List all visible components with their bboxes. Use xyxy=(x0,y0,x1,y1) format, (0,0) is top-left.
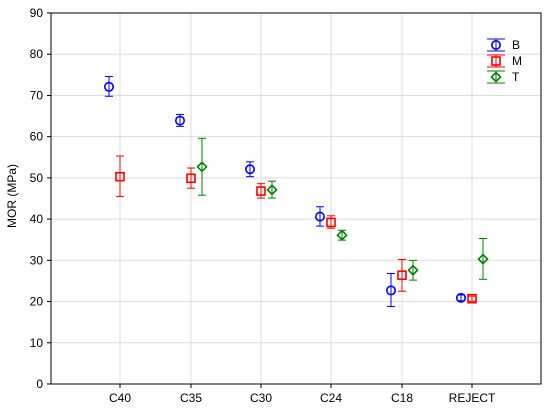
data-point xyxy=(245,161,256,178)
data-point xyxy=(397,259,407,292)
legend-item-T: T xyxy=(487,70,520,84)
marker-circle xyxy=(104,81,115,92)
marker-square xyxy=(256,186,266,196)
legend-marker-diamond xyxy=(490,71,502,83)
x-axis: C40 C35 C30 C24 C18 REJECT xyxy=(109,384,496,405)
data-point xyxy=(326,215,336,229)
gridlines xyxy=(51,12,541,385)
y-tick-label: 80 xyxy=(30,47,44,61)
x-tick-label: C30 xyxy=(250,391,272,405)
legend-marker-square xyxy=(491,56,501,66)
marker-circle xyxy=(385,285,396,296)
legend-label: B xyxy=(512,38,520,52)
legend-item-M: M xyxy=(487,54,522,68)
marker-square xyxy=(186,173,196,184)
legend-label: M xyxy=(512,54,522,68)
data-point xyxy=(314,206,325,227)
data-point xyxy=(455,292,466,303)
marker-diamond xyxy=(407,264,419,276)
series-B xyxy=(104,75,466,308)
y-tick-label: 50 xyxy=(30,171,44,185)
y-tick-label: 40 xyxy=(30,212,44,226)
marker-square xyxy=(115,171,125,182)
marker-square xyxy=(397,270,407,280)
marker-diamond xyxy=(336,229,348,241)
y-axis-title: MOR (MPa) xyxy=(5,164,19,228)
y-tick-label: 70 xyxy=(30,88,44,102)
data-point xyxy=(467,293,477,304)
series-T xyxy=(196,137,489,281)
data-point xyxy=(104,75,115,97)
y-tick-label: 30 xyxy=(30,253,44,267)
y-tick-label: 20 xyxy=(30,295,44,309)
x-tick-label: C18 xyxy=(391,391,413,405)
marker-circle xyxy=(455,292,466,303)
legend-label: T xyxy=(512,70,520,84)
marker-square xyxy=(326,217,336,228)
x-tick-label: C40 xyxy=(109,391,131,405)
data-point xyxy=(175,113,186,127)
series-layer xyxy=(104,75,489,308)
y-tick-label: 0 xyxy=(36,377,43,391)
x-tick-label: C24 xyxy=(320,391,342,405)
marker-diamond xyxy=(266,184,278,196)
y-tick-label: 10 xyxy=(30,336,44,350)
x-tick-label: C35 xyxy=(180,391,202,405)
data-point xyxy=(266,180,278,199)
marker-diamond xyxy=(477,253,489,265)
data-point xyxy=(256,183,266,199)
marker-square xyxy=(467,293,477,304)
legend-item-B: B xyxy=(487,38,520,52)
legend-marker-circle xyxy=(490,39,501,50)
data-point xyxy=(186,167,196,189)
plot-frame xyxy=(50,12,542,385)
y-tick-label: 90 xyxy=(30,6,44,20)
y-axis: 0 10 20 30 40 50 60 70 80 90 xyxy=(30,6,51,391)
data-point xyxy=(477,237,489,280)
marker-circle xyxy=(245,164,256,175)
data-point xyxy=(336,229,348,241)
x-tick-label: REJECT xyxy=(449,391,496,405)
data-point xyxy=(115,155,125,197)
marker-diamond xyxy=(196,161,208,173)
legend: BMT xyxy=(487,38,522,84)
y-tick-label: 60 xyxy=(30,130,44,144)
series-M xyxy=(115,155,477,304)
data-point xyxy=(385,273,396,308)
data-point xyxy=(407,259,419,281)
marker-circle xyxy=(175,115,186,126)
data-point xyxy=(196,137,208,196)
marker-circle xyxy=(314,211,325,222)
